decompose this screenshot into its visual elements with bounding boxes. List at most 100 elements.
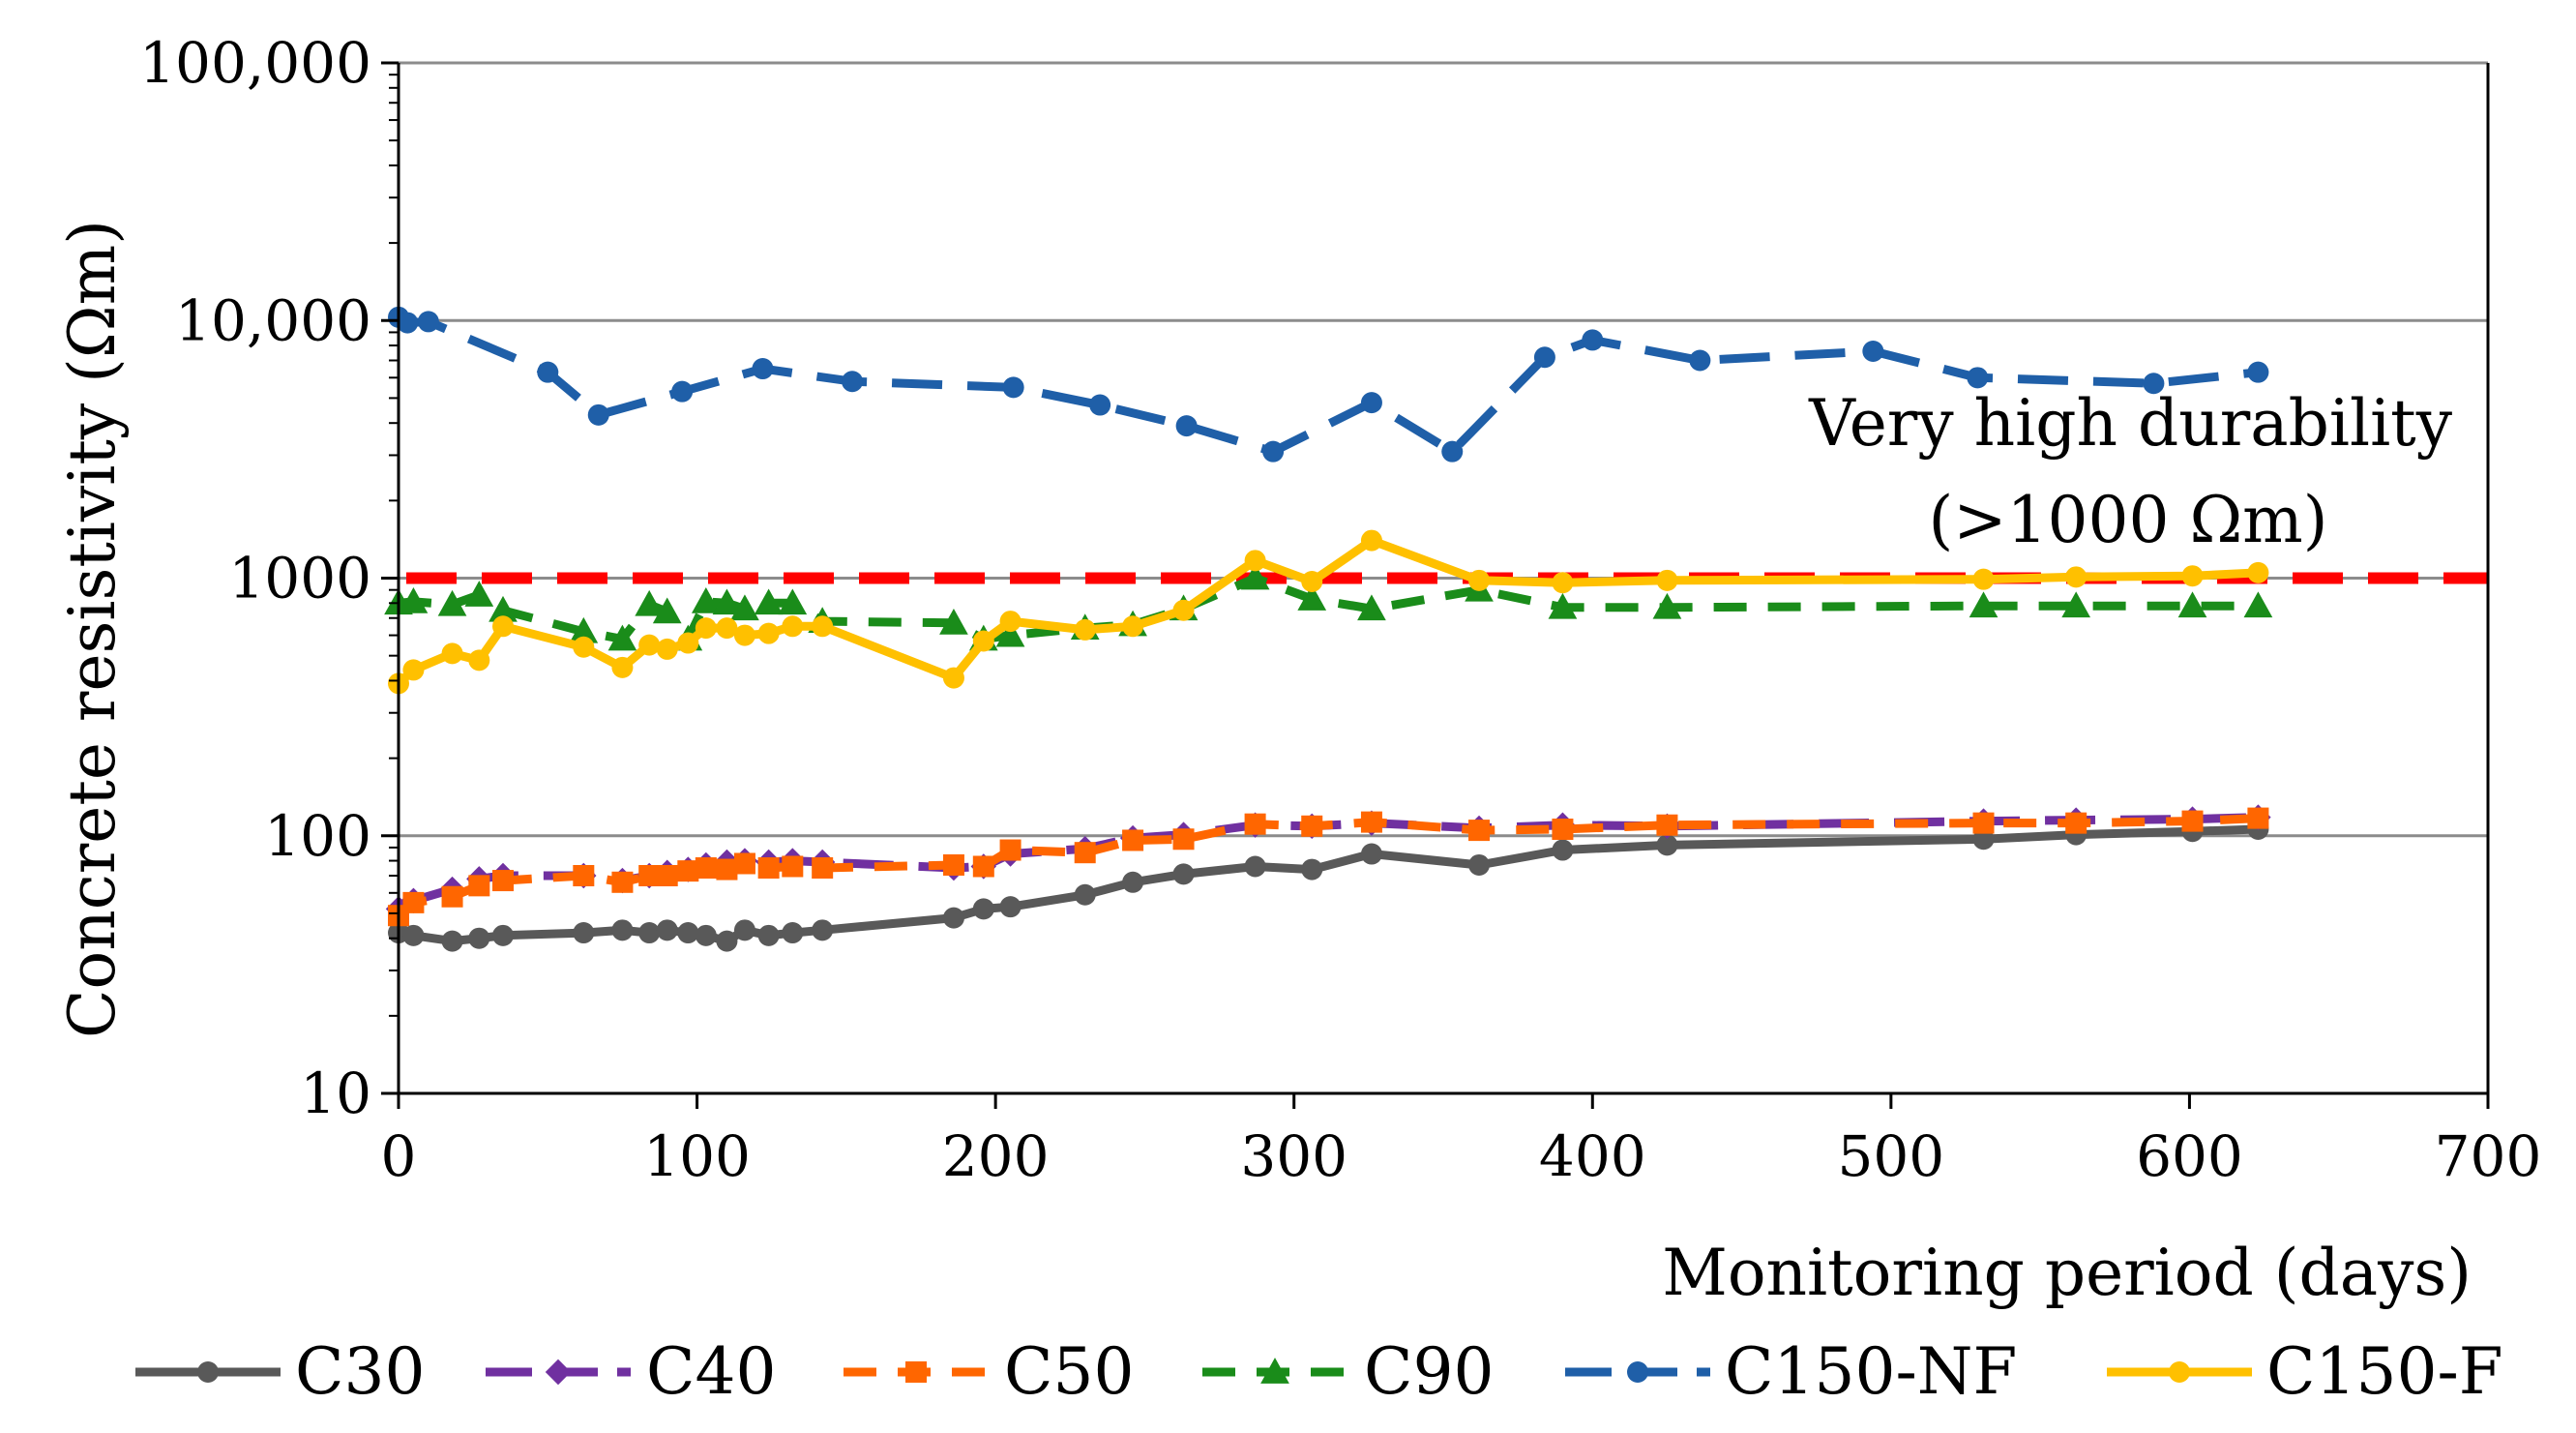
data-point-c90 [2243, 591, 2273, 618]
data-point-c90 [437, 589, 467, 616]
data-point-c30 [1172, 863, 1195, 885]
data-point-c50 [942, 853, 964, 876]
x-tick-label: 500 [1837, 1123, 1944, 1189]
legend-marker-c150-f [2169, 1361, 2190, 1383]
data-point-c150-nf [1262, 440, 1285, 463]
data-point-c50 [1122, 829, 1144, 851]
x-axis-title: Monitoring period (days) [1662, 1236, 2472, 1310]
data-point-c90 [778, 588, 808, 615]
data-point-c30 [1656, 834, 1678, 856]
series-c30 [388, 819, 2269, 952]
data-point-c150-f [1552, 572, 1574, 594]
data-point-c150-f [573, 636, 595, 658]
data-point-c30 [782, 922, 804, 944]
data-point-c150-nf [587, 403, 609, 426]
data-point-c150-nf [1689, 349, 1711, 372]
legend-item-c30: C30 [135, 1334, 425, 1409]
data-point-c30 [1074, 883, 1096, 906]
data-point-c50 [757, 857, 780, 880]
data-point-c50 [782, 855, 804, 878]
data-point-c90 [730, 594, 759, 621]
data-point-c150-f [2065, 566, 2087, 588]
data-point-c90 [635, 589, 665, 616]
data-point-c150-nf [1441, 440, 1464, 463]
data-point-c50 [1552, 819, 1574, 841]
data-point-c150-nf [1360, 392, 1382, 414]
data-point-c150-nf [752, 358, 774, 380]
data-point-c150-f [1360, 529, 1382, 552]
data-point-c150-f [2247, 561, 2269, 583]
data-point-c150-nf [1533, 346, 1555, 369]
data-point-c30 [1360, 843, 1382, 865]
x-tick-label: 0 [381, 1123, 417, 1189]
data-point-c150-f [972, 630, 994, 652]
data-point-c50 [1360, 811, 1382, 833]
data-point-c90 [607, 624, 637, 651]
data-point-c50 [972, 855, 994, 878]
data-point-c50 [611, 871, 634, 893]
data-point-c150-f [1972, 568, 1995, 590]
data-point-c150-f [1122, 615, 1144, 638]
data-point-c90 [1548, 592, 1578, 619]
data-point-c150-f [1468, 569, 1491, 591]
data-point-c50 [1468, 820, 1491, 842]
data-point-c150-f [1244, 550, 1266, 572]
data-point-c90 [1357, 594, 1386, 621]
legend-label-c150-nf: C150-NF [1725, 1334, 2017, 1409]
data-point-c150-f [2181, 565, 2204, 587]
data-point-c150-f [942, 667, 964, 689]
data-point-c90 [464, 581, 494, 607]
data-point-c50 [2181, 810, 2204, 832]
legend-marker-c50 [905, 1361, 927, 1383]
legend-item-c40: C40 [486, 1334, 776, 1409]
data-point-c30 [733, 919, 755, 941]
data-point-c90 [1297, 584, 1327, 611]
data-point-c150-f [782, 615, 804, 638]
data-point-c150-f [441, 642, 463, 665]
data-point-c150-nf [537, 361, 559, 383]
data-point-c30 [1972, 828, 1995, 851]
data-point-c150-f [733, 624, 755, 646]
data-point-c150-nf [1862, 340, 1884, 362]
data-point-c150-nf [842, 371, 864, 393]
data-point-c90 [489, 595, 518, 622]
data-point-c30 [402, 924, 425, 946]
series-c50 [388, 807, 2269, 927]
data-point-c90 [2061, 591, 2091, 618]
data-point-c150-f [757, 622, 780, 644]
data-point-c30 [573, 922, 595, 944]
data-point-c150-f [1301, 571, 1323, 593]
legend-item-c150-f: C150-F [2107, 1334, 2503, 1409]
data-point-c50 [468, 875, 490, 897]
data-point-c50 [573, 864, 595, 886]
legend-label-c30: C30 [295, 1334, 425, 1409]
data-point-c30 [1552, 839, 1574, 861]
data-point-c50 [638, 864, 661, 886]
series-c150-nf [388, 306, 2269, 463]
data-point-c150-f [611, 656, 634, 678]
data-point-c30 [638, 922, 661, 944]
legend-item-c90: C90 [1202, 1334, 1494, 1409]
data-point-c50 [402, 891, 425, 913]
data-point-c50 [1074, 842, 1096, 864]
data-point-c90 [1652, 592, 1682, 619]
data-point-c30 [716, 930, 738, 952]
data-point-c150-nf [397, 312, 419, 334]
data-point-c150-f [468, 649, 490, 672]
series-c150-f [388, 529, 2269, 695]
legend-marker-c40 [545, 1358, 572, 1386]
threshold-label-line2: (>1000 Ωm) [1928, 483, 2327, 557]
data-point-c150-f [677, 632, 699, 654]
data-point-c30 [1122, 871, 1144, 893]
data-point-c90 [712, 588, 742, 615]
data-point-c30 [611, 919, 634, 941]
data-point-c30 [1244, 855, 1266, 878]
data-point-c50 [492, 870, 514, 892]
data-point-c90 [399, 587, 429, 613]
data-point-c150-nf [671, 380, 694, 403]
data-point-c50 [441, 885, 463, 908]
data-point-c30 [1301, 858, 1323, 881]
data-point-c90 [995, 620, 1025, 647]
legend-marker-c150-nf [1627, 1361, 1648, 1383]
